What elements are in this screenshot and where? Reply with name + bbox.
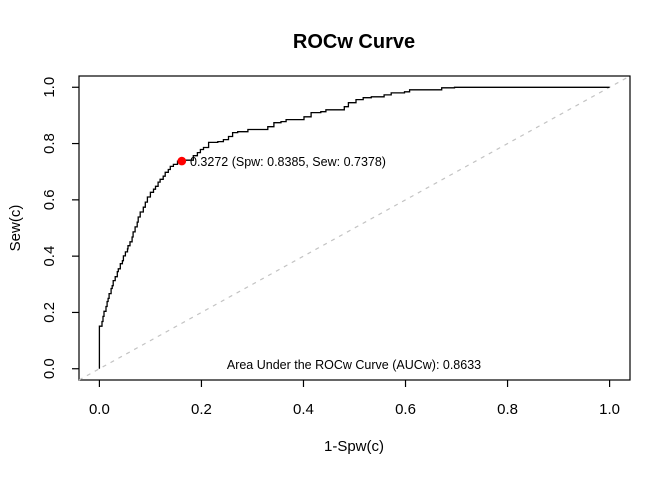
roc-curve-group [98, 86, 610, 369]
x-axis-label: 1-Spw(c) [324, 438, 384, 455]
x-tick-label: 0.6 [395, 401, 416, 418]
y-tick-label: 0.4 [41, 246, 58, 267]
y-axis-label: Sew(c) [7, 205, 24, 252]
chance-diagonal-line [78, 75, 631, 381]
y-tick-label: 0.0 [41, 358, 58, 379]
x-tick-label: 1.0 [599, 401, 620, 418]
y-tick-label: 0.6 [41, 189, 58, 210]
reference-line-group [78, 75, 631, 381]
roc-curve-path [98, 86, 610, 369]
y-axis-ticks: 0.0 0.2 0.4 0.6 0.8 1.0 [41, 77, 79, 379]
x-axis-ticks: 0.0 0.2 0.4 0.6 0.8 1.0 [89, 380, 620, 418]
plot-title: ROCw Curve [293, 31, 415, 53]
cutoff-point-label: 0.3272 (Spw: 0.8385, Sew: 0.7378) [190, 155, 386, 169]
x-tick-label: 0.4 [293, 401, 314, 418]
x-tick-label: 0.0 [89, 401, 110, 418]
x-tick-label: 0.2 [191, 401, 212, 418]
x-tick-label: 0.8 [497, 401, 518, 418]
auc-annotation: Area Under the ROCw Curve (AUCw): 0.8633 [227, 358, 481, 372]
plot-border-box [78, 75, 631, 381]
y-tick-label: 0.8 [41, 133, 58, 154]
cutoff-marker-point [177, 156, 187, 166]
y-tick-label: 1.0 [41, 77, 58, 98]
cutoff-marker-group [177, 156, 187, 166]
y-tick-label: 0.2 [41, 302, 58, 323]
